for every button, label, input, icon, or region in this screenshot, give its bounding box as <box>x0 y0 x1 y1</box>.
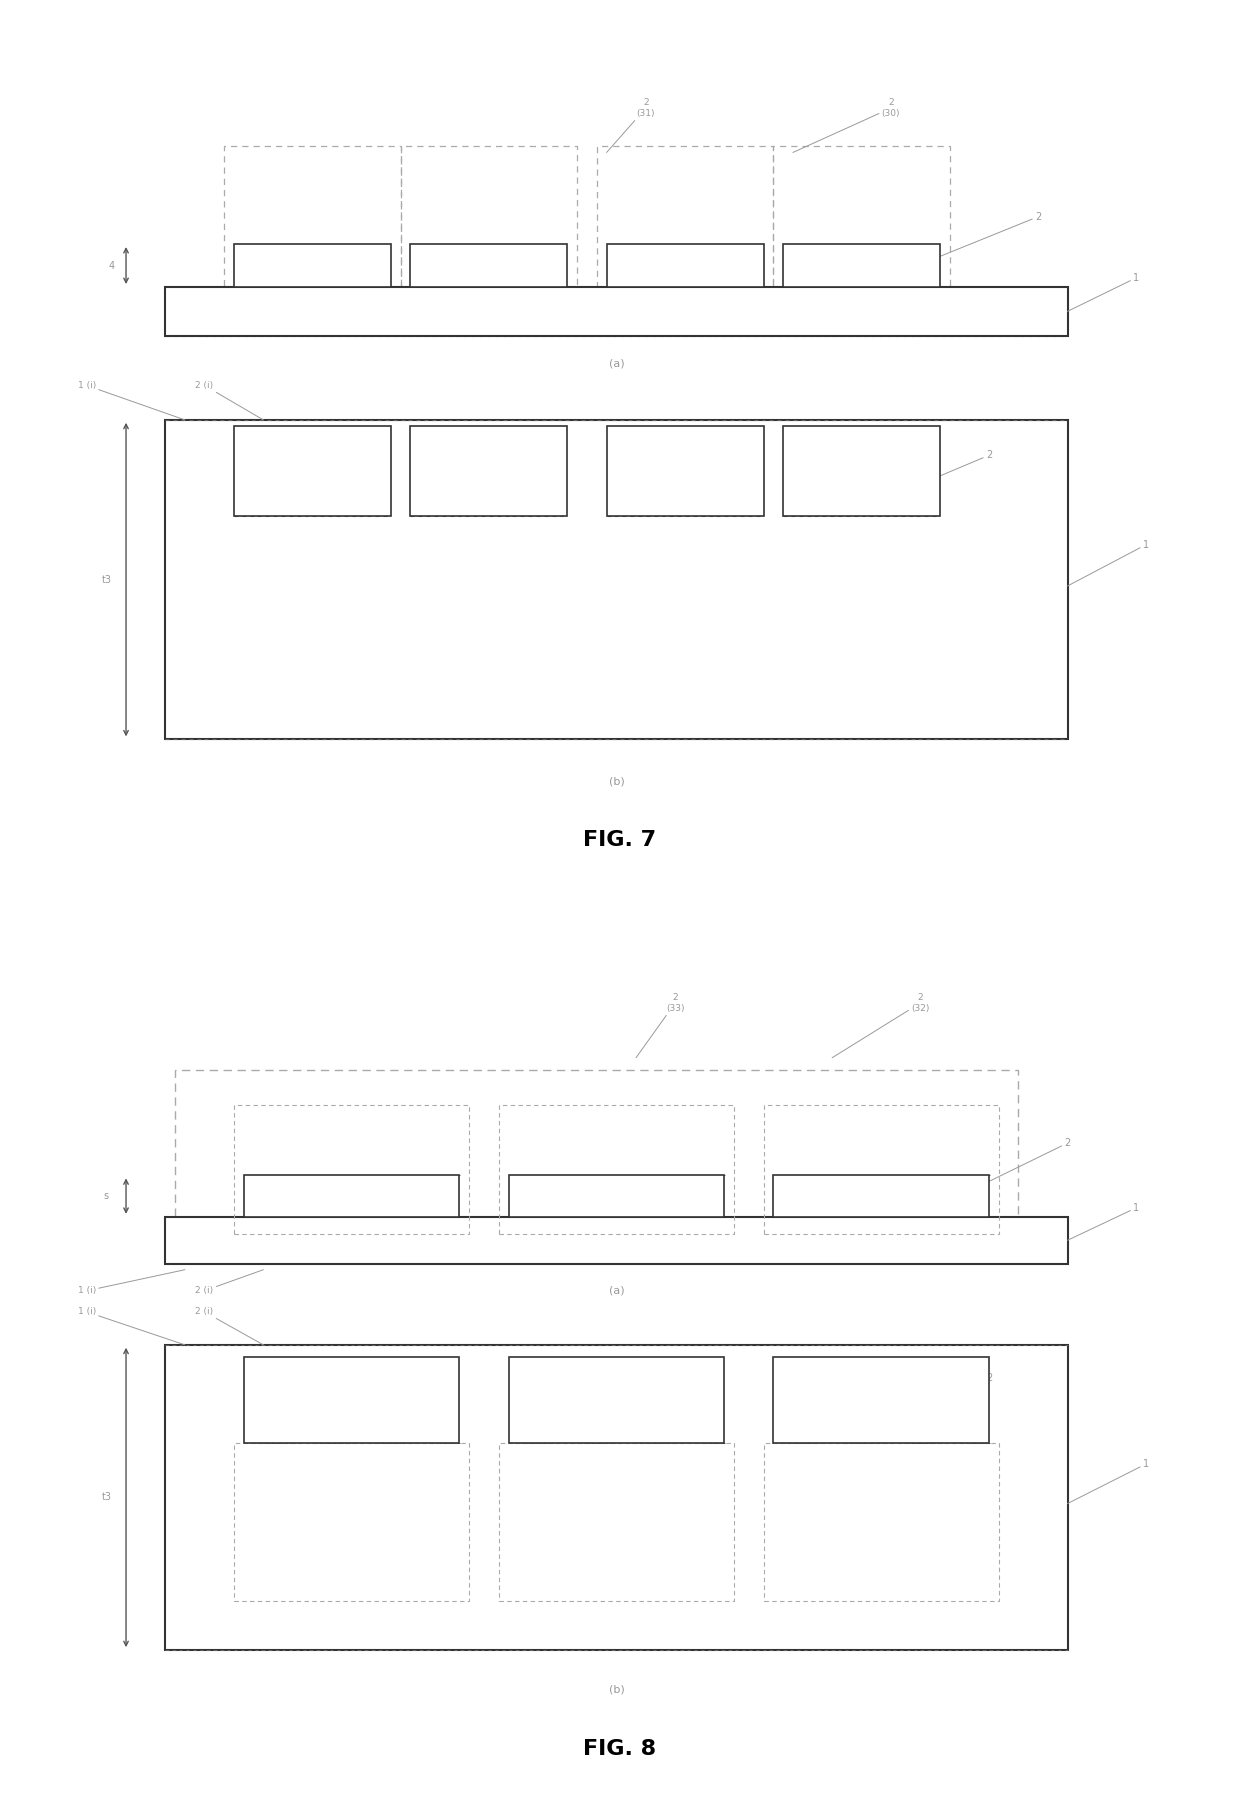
Bar <box>774 1176 990 1217</box>
Text: 1: 1 <box>1068 1459 1149 1504</box>
Text: 4: 4 <box>108 260 114 271</box>
Text: 2: 2 <box>892 451 992 496</box>
Bar <box>784 243 940 287</box>
Text: 2 (i): 2 (i) <box>196 1270 263 1296</box>
Bar <box>234 427 391 516</box>
Bar <box>165 287 1068 336</box>
Bar <box>764 1105 999 1234</box>
Bar <box>774 147 950 311</box>
Bar <box>784 427 940 516</box>
Bar <box>165 420 1068 740</box>
Bar <box>498 1443 734 1601</box>
Bar <box>606 243 764 287</box>
Bar <box>175 1070 1018 1246</box>
Bar <box>498 1105 734 1234</box>
Text: FIG. 7: FIG. 7 <box>584 830 656 850</box>
Text: 1: 1 <box>1068 540 1149 585</box>
Text: 2
(30): 2 (30) <box>792 98 900 153</box>
Text: 2
(31): 2 (31) <box>606 98 655 153</box>
Bar <box>508 1357 724 1443</box>
Bar <box>244 1357 460 1443</box>
Bar <box>224 147 401 311</box>
Text: 1 (i): 1 (i) <box>78 1270 185 1296</box>
Bar <box>410 427 568 516</box>
Text: 2 (i): 2 (i) <box>196 382 263 420</box>
Bar <box>165 1345 1068 1650</box>
Text: 2
(33): 2 (33) <box>636 994 684 1057</box>
Bar <box>234 1443 469 1601</box>
Text: s: s <box>104 1192 109 1201</box>
Text: 1: 1 <box>1068 1203 1140 1241</box>
Bar <box>234 1105 469 1234</box>
Bar <box>606 427 764 516</box>
Text: 2: 2 <box>990 1137 1070 1181</box>
Text: 1 (i): 1 (i) <box>78 382 185 420</box>
Text: FIG. 8: FIG. 8 <box>584 1739 656 1759</box>
Bar <box>508 1176 724 1217</box>
Text: 2: 2 <box>892 1374 992 1417</box>
Text: t3: t3 <box>102 574 112 585</box>
Text: 2
(32): 2 (32) <box>832 994 930 1057</box>
Text: 2: 2 <box>940 213 1042 256</box>
Text: (a): (a) <box>609 1285 624 1296</box>
Text: 1: 1 <box>1068 273 1140 311</box>
Text: (b): (b) <box>609 1684 624 1695</box>
Bar <box>596 147 774 311</box>
Bar <box>410 243 568 287</box>
Bar <box>234 243 391 287</box>
Text: (b): (b) <box>609 776 624 787</box>
Text: (a): (a) <box>609 358 624 369</box>
Bar <box>401 147 577 311</box>
Bar <box>764 1443 999 1601</box>
Bar <box>244 1176 460 1217</box>
Text: 1 (i): 1 (i) <box>78 1308 185 1345</box>
Text: 2 (i): 2 (i) <box>196 1308 263 1345</box>
Bar <box>774 1357 990 1443</box>
Bar <box>165 1217 1068 1265</box>
Text: t3: t3 <box>102 1492 112 1503</box>
